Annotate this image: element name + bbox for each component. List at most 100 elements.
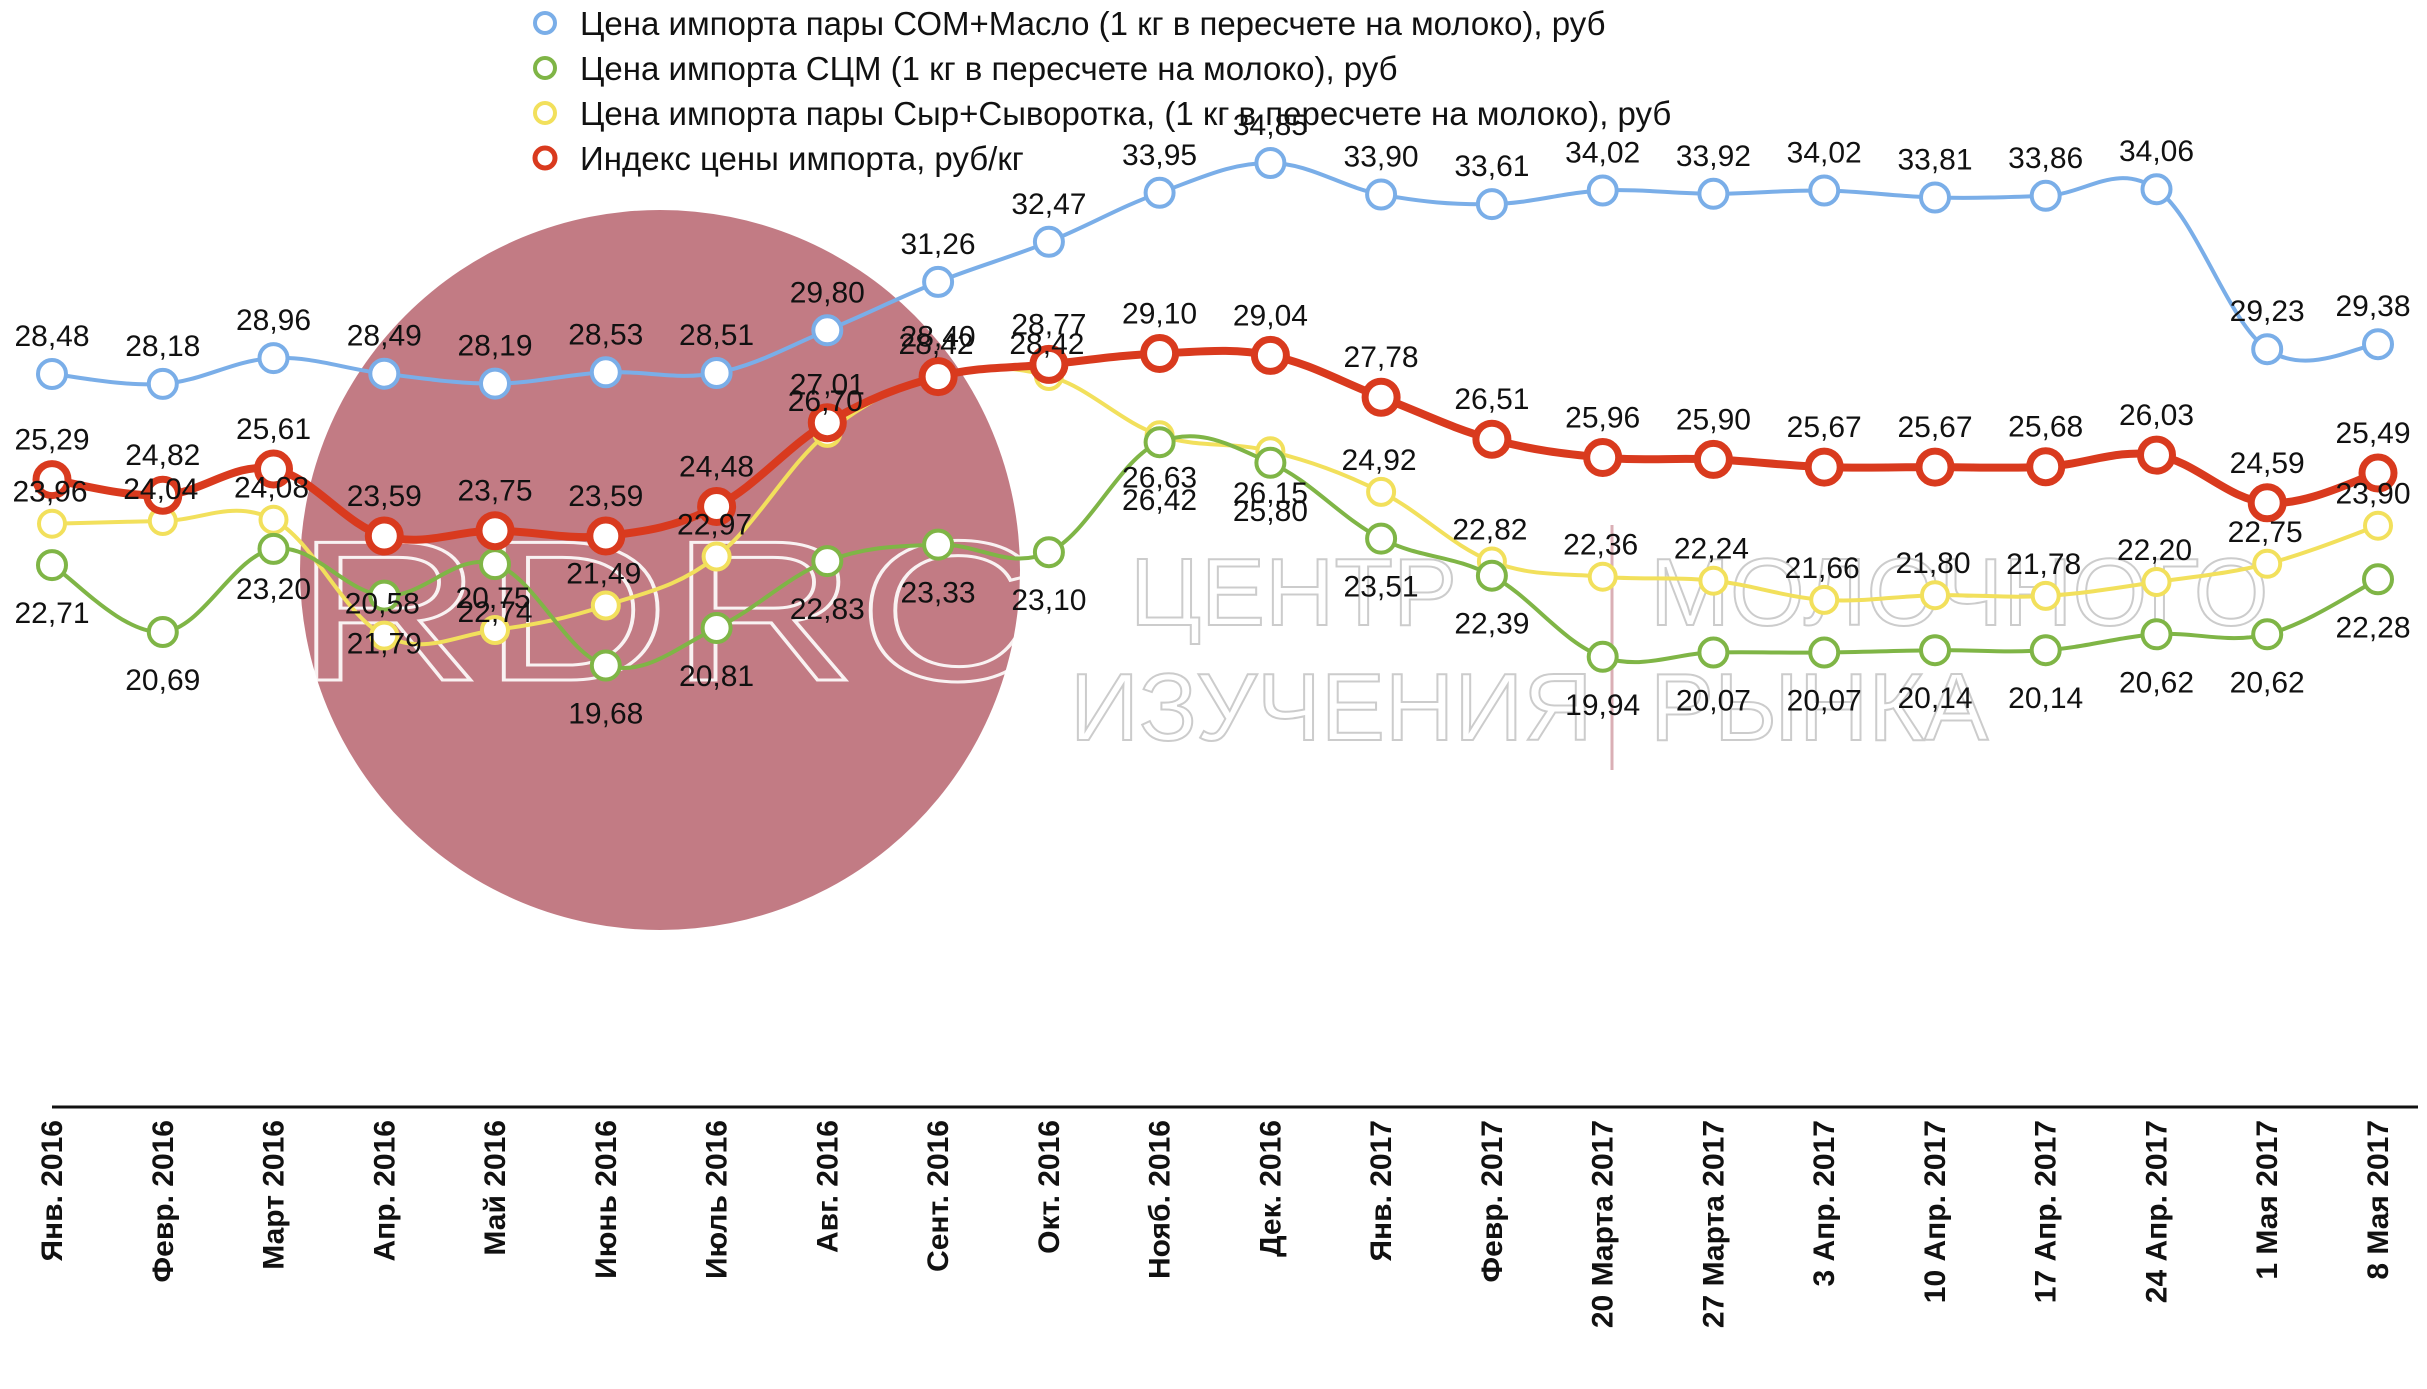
data-point-s4-15	[1583, 438, 1623, 477]
series-4	[32, 334, 2398, 556]
data-point-s1-13	[1365, 178, 1398, 211]
x-tick-label-13: Янв. 2017	[1365, 1120, 1398, 1262]
data-label-s4-8: 27,01	[790, 369, 865, 402]
data-point-s1-14	[1475, 188, 1508, 221]
data-point-s1-6	[589, 356, 622, 389]
data-label-s1-2: 28,18	[125, 330, 200, 363]
x-tick-label-16: 27 Марта 2017	[1697, 1120, 1730, 1328]
data-point-s3-7	[701, 541, 732, 572]
x-tick-label-8: Авг. 2016	[811, 1120, 844, 1253]
data-label-s4-11: 29,10	[1122, 298, 1197, 331]
data-label-s2-11: 26,42	[1122, 484, 1197, 517]
data-label-s3-19: 21,78	[2006, 548, 2081, 581]
data-label-s4-12: 29,04	[1233, 299, 1308, 332]
x-tick-label-22: 8 Мая 2017	[2362, 1120, 2395, 1280]
legend-label-1: Цена импорта пары СОМ+Масло (1 кг в пере…	[580, 5, 1606, 42]
x-tick-label-4: Апр. 2016	[368, 1120, 401, 1262]
legend: Цена импорта пары СОМ+Масло (1 кг в пере…	[532, 5, 1671, 177]
series-1	[36, 147, 2394, 400]
data-label-s3-18: 21,80	[1895, 547, 1970, 580]
series-line-4	[51, 346, 2380, 544]
data-point-s2-20	[2140, 618, 2173, 651]
data-label-s3-22: 23,90	[2335, 478, 2410, 511]
data-point-s3-17	[1809, 584, 1840, 615]
data-point-s1-2	[146, 367, 179, 400]
x-tick-label-12: Дек. 2016	[1254, 1120, 1287, 1257]
data-point-s2-5	[479, 548, 511, 581]
data-point-s3-6	[590, 590, 621, 621]
legend-item-3: Цена импорта пары Сыр+Сыворотка, (1 кг в…	[533, 95, 1671, 132]
legend-label-4: Индекс цены импорта, руб/кг	[580, 140, 1024, 177]
data-label-s2-20: 20,62	[2119, 666, 2194, 699]
data-point-s4-5	[475, 511, 515, 551]
data-label-s1-5: 28,19	[457, 330, 532, 363]
data-point-s3-18	[1920, 580, 1950, 611]
x-tick-label-15: 20 Марта 2017	[1587, 1120, 1620, 1328]
data-label-s3-11: 26,63	[1122, 461, 1197, 494]
data-point-s2-16	[1697, 636, 1730, 669]
data-point-s4-2	[143, 475, 183, 515]
legend-marker-2	[533, 56, 557, 80]
data-point-s2-2	[146, 616, 179, 648]
x-tick-label-6: Июнь 2016	[590, 1120, 623, 1279]
data-point-s1-15	[1586, 174, 1619, 207]
data-label-s1-18: 33,81	[1897, 144, 1972, 177]
data-point-s2-8	[811, 545, 844, 578]
data-label-s4-19: 25,68	[2008, 411, 2083, 444]
data-point-s3-16	[1698, 565, 1729, 596]
data-point-s3-22	[2363, 510, 2393, 541]
data-point-s3-4	[369, 620, 400, 651]
data-point-s4-12	[1250, 335, 1290, 375]
data-point-s4-18	[1915, 447, 1955, 487]
data-label-s2-12: 25,80	[1233, 495, 1308, 528]
data-label-s4-20: 26,03	[2119, 399, 2194, 432]
data-point-s2-11	[1143, 426, 1176, 459]
data-point-s4-6	[586, 516, 626, 556]
data-label-s4-17: 25,67	[1787, 411, 1862, 444]
data-label-s3-20: 22,20	[2117, 534, 2192, 567]
data-label-s3-10: 28,42	[1009, 328, 1084, 361]
data-label-s1-3: 28,96	[236, 304, 311, 337]
data-label-s3-15: 22,36	[1563, 529, 1638, 562]
legend-marker-4	[532, 145, 558, 171]
data-label-s3-8: 26,70	[788, 385, 863, 418]
data-label-s3-6: 21,49	[566, 558, 641, 591]
data-label-s4-5: 23,75	[457, 475, 532, 508]
data-point-s3-15	[1587, 561, 1618, 592]
data-point-s3-3	[258, 504, 289, 535]
data-point-s1-18	[1919, 181, 1951, 214]
data-label-s4-18: 25,67	[1897, 411, 1972, 444]
data-label-s4-1: 25,29	[14, 424, 89, 457]
data-label-s2-4: 21,79	[347, 628, 422, 661]
data-label-s4-2: 24,82	[125, 439, 200, 472]
data-label-s4-6: 23,59	[568, 480, 643, 513]
legend-item-2: Цена импорта СЦМ (1 кг в пересчете на мо…	[533, 50, 1398, 87]
data-point-s2-12	[1254, 446, 1287, 479]
data-point-s1-1	[36, 358, 68, 390]
x-tick-label-20: 24 Апр. 2017	[2141, 1120, 2174, 1303]
data-label-s4-22: 25,49	[2335, 417, 2410, 450]
data-label-s3-5: 20,75	[455, 582, 530, 615]
data-label-s4-3: 25,61	[236, 413, 311, 446]
data-point-s4-4	[364, 516, 404, 556]
data-label-s2-18: 20,14	[1897, 682, 1972, 715]
data-label-s3-4: 20,58	[345, 588, 420, 621]
data-label-s3-17: 21,66	[1785, 552, 1860, 585]
data-label-s1-4: 28,49	[347, 320, 422, 353]
data-label-s2-7: 20,81	[679, 660, 754, 693]
data-label-s1-19: 33,86	[2008, 142, 2083, 175]
data-point-s4-14	[1472, 419, 1512, 459]
x-tick-label-10: Окт. 2016	[1033, 1120, 1066, 1254]
x-tick-label-9: Сент. 2016	[922, 1120, 955, 1272]
x-tick-label-19: 17 Апр. 2017	[2030, 1120, 2063, 1303]
data-label-s4-13: 27,78	[1344, 341, 1419, 374]
data-labels-layer: 23,96 24,04 24,08 20,58 20,75 21,49 22,97 26,70…	[12, 109, 2410, 731]
data-point-s4-17	[1804, 447, 1844, 487]
x-tick-label-21: 1 Мая 2017	[2251, 1120, 2284, 1280]
data-label-s2-13: 23,51	[1344, 571, 1419, 604]
data-label-s4-14: 26,51	[1454, 383, 1529, 416]
data-point-s3-1	[37, 508, 67, 539]
data-label-s2-2: 20,69	[125, 664, 200, 697]
watermark-logo-circle	[300, 210, 1020, 930]
data-label-s1-9: 31,26	[901, 228, 976, 261]
